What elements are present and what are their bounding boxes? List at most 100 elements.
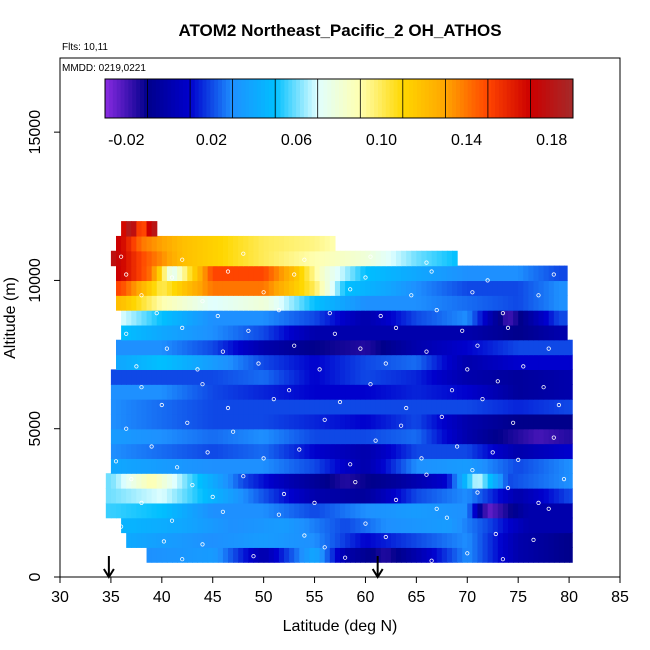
- heatmap-cell: [340, 473, 346, 489]
- heatmap-cell: [508, 517, 514, 534]
- heatmap-cell: [126, 532, 132, 548]
- x-tick-label: 50: [255, 589, 273, 606]
- heatmap-cell: [416, 354, 423, 370]
- heatmap-cell: [238, 384, 244, 400]
- heatmap-cell: [278, 280, 285, 296]
- heatmap-cell: [508, 354, 514, 370]
- heatmap-cell: [390, 324, 397, 341]
- heatmap-cell: [172, 280, 178, 296]
- heatmap-cell: [390, 413, 397, 430]
- sample-point: [368, 254, 373, 259]
- heatmap-cell: [197, 295, 204, 311]
- heatmap-cell: [467, 502, 473, 519]
- heatmap-cell: [131, 428, 137, 445]
- heatmap-cell: [248, 324, 255, 341]
- heatmap-cell: [197, 413, 204, 430]
- heatmap-cell: [533, 324, 540, 341]
- colorbar-segment: [467, 79, 473, 118]
- heatmap-cell: [294, 502, 300, 519]
- heatmap-cell: [177, 235, 183, 252]
- heatmap-cell: [538, 384, 545, 400]
- sample-point: [231, 429, 236, 434]
- heatmap-cell: [482, 354, 489, 370]
- heatmap-cell: [441, 384, 448, 400]
- heatmap-cell: [375, 280, 382, 296]
- heatmap-cell: [431, 517, 438, 534]
- heatmap-cell: [553, 547, 560, 563]
- heatmap-cell: [360, 324, 367, 341]
- heatmap-cell: [299, 324, 305, 341]
- heatmap-cell: [319, 280, 326, 296]
- heatmap-cell: [543, 369, 550, 385]
- heatmap-cell: [385, 547, 392, 563]
- heatmap-cell: [513, 547, 519, 563]
- heatmap-cell: [411, 250, 417, 267]
- y-tick-label: 0: [27, 572, 44, 581]
- heatmap-cell: [370, 280, 377, 296]
- heatmap-cell: [396, 547, 402, 563]
- heatmap-cell: [243, 354, 249, 370]
- heatmap-cell: [523, 324, 529, 341]
- heatmap-cell: [553, 443, 560, 459]
- heatmap-cell: [278, 324, 285, 341]
- heatmap-cell: [197, 502, 204, 519]
- heatmap-cell: [263, 532, 270, 548]
- heatmap-cell: [380, 443, 387, 459]
- heatmap-cell: [497, 310, 504, 326]
- heatmap-cell: [289, 413, 295, 430]
- heatmap-cell: [406, 502, 412, 519]
- heatmap-cell: [365, 413, 372, 430]
- heatmap-cell: [309, 413, 316, 430]
- heatmap-cell: [273, 250, 280, 267]
- sample-point: [561, 476, 567, 482]
- heatmap-cell: [426, 517, 433, 534]
- heatmap-cell: [385, 280, 392, 296]
- heatmap-cell: [182, 413, 188, 430]
- heatmap-cell: [238, 310, 244, 326]
- heatmap-cell: [253, 547, 260, 563]
- heatmap-cell: [385, 339, 392, 356]
- heatmap-cell: [355, 517, 361, 534]
- heatmap-cell: [156, 384, 163, 400]
- heatmap-cell: [487, 369, 494, 385]
- heatmap-cell: [141, 221, 148, 237]
- heatmap-cell: [518, 310, 524, 326]
- heatmap-cell: [502, 295, 509, 311]
- heatmap-cell: [182, 488, 188, 504]
- heatmap-cell: [156, 310, 163, 326]
- heatmap-cell: [253, 473, 260, 489]
- heatmap-cell: [126, 502, 132, 519]
- heatmap-cell: [233, 517, 239, 534]
- colorbar-segment: [276, 79, 281, 118]
- heatmap-cell: [304, 399, 311, 415]
- heatmap-cell: [446, 399, 453, 415]
- heatmap-cell: [202, 324, 209, 341]
- heatmap-cell: [502, 324, 509, 341]
- heatmap-cell: [212, 488, 219, 504]
- heatmap-cell: [558, 428, 565, 445]
- heatmap-cell: [258, 488, 265, 504]
- heatmap-cell: [401, 354, 407, 370]
- heatmap-cell: [482, 488, 489, 504]
- heatmap-cell: [126, 280, 132, 296]
- heatmap-cell: [431, 295, 438, 311]
- heatmap-cell: [314, 473, 321, 489]
- heatmap-cell: [411, 324, 417, 341]
- colorbar-segment: [151, 79, 157, 118]
- heatmap-cell: [161, 502, 168, 519]
- heatmap-cell: [350, 428, 356, 445]
- heatmap-cell: [497, 369, 504, 385]
- heatmap-cell: [243, 458, 249, 474]
- heatmap-cell: [182, 443, 188, 459]
- heatmap-cell: [472, 339, 479, 356]
- heatmap-cell: [197, 532, 204, 548]
- heatmap-cell: [340, 488, 346, 504]
- heatmap-cell: [207, 295, 214, 311]
- heatmap-cell: [263, 310, 270, 326]
- heatmap-cell: [110, 458, 117, 474]
- heatmap-cell: [233, 235, 239, 252]
- heatmap-cell: [497, 532, 504, 548]
- heatmap-cell: [207, 517, 214, 534]
- heatmap-cell: [523, 265, 529, 282]
